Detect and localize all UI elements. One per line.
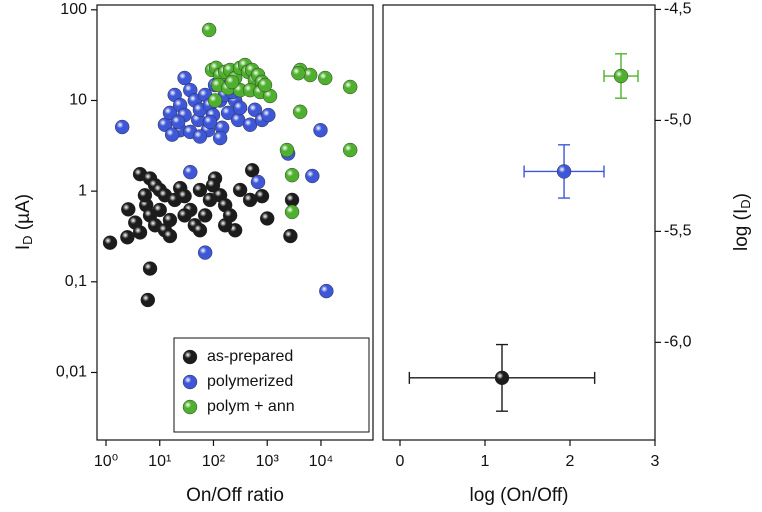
legend-box (173, 337, 370, 433)
point (152, 202, 167, 218)
point (170, 114, 186, 130)
label-main: I (13, 245, 34, 250)
x-tick-label: 3 (651, 453, 660, 470)
point (261, 107, 276, 123)
point (342, 142, 358, 158)
point (247, 102, 263, 117)
label-main: log (I (731, 209, 752, 251)
point (120, 230, 135, 245)
y2-axis-label: log (ID) (731, 193, 753, 251)
y-tick-label: 0,01 (56, 364, 87, 381)
y2-tick-label: -5,0 (664, 112, 692, 129)
plot-frame (382, 4, 656, 441)
point (284, 167, 300, 183)
point (279, 142, 295, 158)
point (162, 212, 178, 228)
y-tick-label: 10 (69, 92, 87, 109)
point (207, 93, 223, 108)
point (244, 163, 260, 178)
point (232, 182, 248, 198)
point (177, 70, 192, 86)
point (177, 188, 192, 204)
legend-label: as-prepared (207, 348, 293, 365)
point (257, 77, 273, 93)
point (212, 130, 228, 146)
point (114, 119, 130, 135)
x-tick-label: 10³ (256, 453, 280, 470)
label-sub: D (20, 235, 35, 244)
point (494, 370, 510, 386)
y-axis-label: ID (µA) (13, 194, 35, 250)
point (192, 182, 208, 198)
legend-label: polymerized (207, 373, 293, 390)
point (205, 178, 221, 193)
x-tick-label: 1 (481, 453, 490, 470)
point (217, 218, 233, 233)
y2-tick-label: -5,5 (664, 223, 692, 240)
point (260, 211, 275, 226)
point (305, 168, 320, 184)
point (197, 245, 213, 260)
point (250, 174, 266, 190)
y2-tick-label: -6,0 (664, 334, 692, 351)
point (284, 204, 300, 220)
point (283, 228, 298, 244)
point (556, 164, 572, 179)
x-tick-label: 10¹ (148, 453, 171, 470)
point (318, 70, 333, 86)
point (291, 65, 306, 81)
legend-label: polym + ann (207, 398, 295, 415)
x-axis-label: log (On/Off) (470, 485, 569, 506)
y-tick-label: 100 (60, 1, 87, 18)
point (132, 225, 148, 240)
point (142, 261, 158, 276)
point (102, 235, 118, 250)
legend-marker (182, 349, 198, 365)
point (342, 79, 358, 95)
point (162, 228, 178, 244)
point (613, 68, 629, 84)
point (121, 202, 136, 217)
point (224, 74, 240, 90)
x-tick-label: 0 (396, 453, 405, 470)
point (183, 164, 198, 180)
point (192, 223, 208, 238)
point (254, 188, 270, 204)
y2-tick-label: -4,5 (664, 1, 692, 18)
point (140, 292, 156, 308)
point (202, 114, 218, 130)
point (313, 123, 328, 138)
point (162, 105, 178, 121)
x-tick-label: 2 (566, 453, 575, 470)
x-tick-label: 10² (202, 453, 226, 470)
point (197, 208, 213, 223)
point (164, 127, 180, 142)
point (192, 129, 208, 144)
y-tick-label: 0,1 (65, 273, 87, 290)
point (232, 100, 248, 116)
label-rest: (µA) (13, 194, 34, 236)
label-sub: D (738, 199, 753, 208)
x-axis-label: On/Off ratio (186, 485, 284, 506)
x-tick-label: 10⁴ (309, 453, 334, 470)
y-tick-label: 1 (78, 182, 87, 199)
legend-marker (182, 374, 198, 390)
label-rest: ) (731, 193, 752, 199)
point (137, 188, 153, 203)
point (319, 283, 334, 299)
point (177, 208, 192, 223)
legend-marker (182, 399, 198, 415)
plot-frame (96, 4, 374, 441)
point (292, 104, 308, 120)
point (201, 22, 217, 38)
x-tick-label: 10⁰ (94, 453, 118, 470)
